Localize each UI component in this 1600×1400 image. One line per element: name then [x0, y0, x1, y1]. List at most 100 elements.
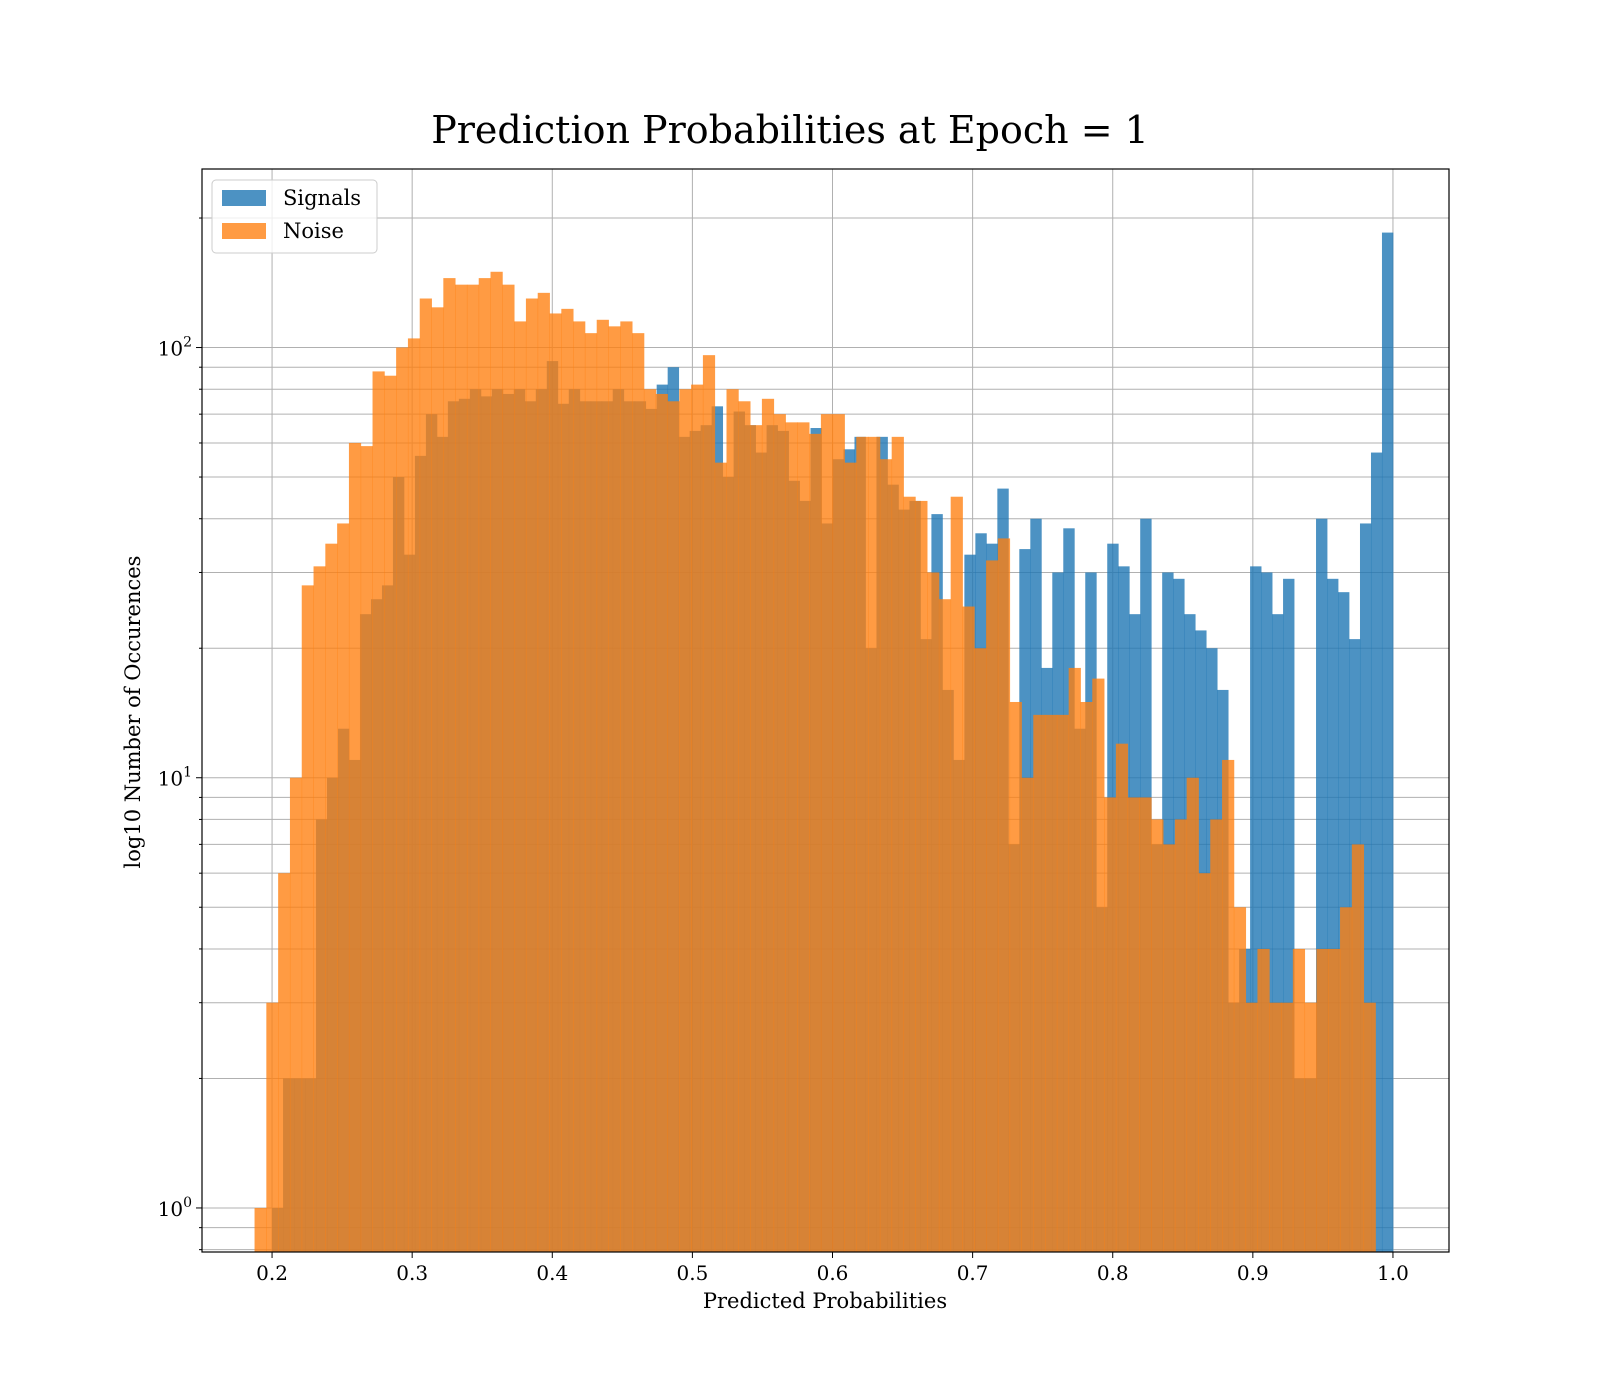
histogram-bar	[844, 462, 857, 1252]
histogram-bar	[1021, 777, 1034, 1252]
y-tick-exponent: 0	[183, 1195, 192, 1211]
histogram-bar	[1316, 518, 1328, 1252]
histogram-bar	[549, 313, 562, 1252]
histogram-bar	[820, 414, 834, 1252]
histogram-bar	[561, 308, 574, 1252]
histogram-bar	[289, 777, 303, 1252]
noise-bars	[254, 271, 1376, 1253]
plot-frame	[201, 168, 1450, 1253]
histogram-bar	[360, 446, 373, 1253]
y-tick-exponent: 1	[183, 765, 192, 781]
legend-label-noise: Noise	[283, 219, 344, 243]
histogram-bar	[608, 326, 621, 1253]
histogram-bar	[1370, 452, 1383, 1252]
histogram-bar	[938, 599, 952, 1252]
histogram-bar	[927, 572, 940, 1252]
histogram-bar	[337, 523, 350, 1252]
histogram-bar	[573, 321, 586, 1252]
histogram-bar	[1292, 948, 1306, 1252]
x-tick-label: 0.4	[536, 1261, 568, 1285]
histogram-bar	[832, 414, 845, 1252]
histogram-bar	[891, 436, 904, 1252]
histogram-bar	[1233, 907, 1247, 1252]
histogram-bar	[502, 284, 515, 1253]
x-tick-label: 0.5	[676, 1261, 708, 1285]
x-tick-label: 0.3	[396, 1261, 428, 1285]
legend-swatch-signals	[222, 190, 266, 206]
histogram-bar	[1045, 714, 1058, 1252]
histogram-bar	[1198, 873, 1211, 1252]
histogram-bar	[537, 292, 550, 1253]
histogram-bar	[1186, 777, 1199, 1252]
histogram-bar	[1328, 948, 1341, 1252]
histogram-bar	[655, 393, 668, 1252]
histogram-bar	[1359, 523, 1372, 1252]
legend-label-signals: Signals	[283, 186, 361, 210]
histogram-bar	[986, 560, 999, 1252]
histogram-bar	[384, 375, 397, 1252]
histogram-bar	[1281, 1002, 1294, 1252]
histogram-bar	[679, 389, 692, 1253]
y-tick-exponent: 2	[183, 335, 192, 351]
histogram-bar	[1269, 1002, 1282, 1252]
histogram-bar	[868, 436, 881, 1252]
histogram-bar	[254, 1207, 267, 1252]
x-tick-label: 0.2	[256, 1261, 288, 1285]
histogram-bar	[1115, 743, 1129, 1252]
histogram-bar	[584, 333, 598, 1253]
histogram-bar	[1222, 759, 1235, 1252]
histogram-bar	[1033, 714, 1046, 1252]
histogram-bar	[691, 384, 704, 1252]
histogram-bar	[1381, 232, 1394, 1252]
histogram-bar	[596, 319, 609, 1252]
y-tick-label: 100	[158, 1195, 192, 1221]
histogram-bar	[278, 873, 291, 1252]
chart-title: Prediction Probabilities at Epoch = 1	[431, 108, 1149, 152]
histogram-bar	[761, 398, 775, 1252]
histogram-bar	[1139, 797, 1152, 1252]
histogram-bar	[1245, 1002, 1258, 1252]
histogram-bar	[1327, 578, 1339, 1252]
histogram-bar	[348, 442, 362, 1252]
histogram-bar	[620, 321, 633, 1252]
y-tick-label: 101	[158, 765, 192, 791]
histogram-bar	[915, 500, 928, 1252]
histogram-bar	[903, 496, 916, 1252]
histogram-bar	[1127, 797, 1140, 1252]
histogram-bar	[431, 307, 444, 1253]
histogram-bar	[1210, 819, 1223, 1252]
histogram-bar	[266, 1002, 279, 1252]
histogram-bar	[785, 422, 798, 1252]
histogram-bar	[1068, 667, 1081, 1252]
histogram-bar	[1104, 797, 1117, 1252]
x-tick-label: 0.6	[817, 1261, 849, 1285]
histogram-bar	[974, 648, 987, 1252]
histogram-bar	[714, 462, 727, 1252]
histogram-bar	[301, 585, 314, 1252]
histogram-bar	[797, 422, 810, 1252]
histogram-bar	[466, 284, 480, 1253]
histogram-bar	[667, 401, 680, 1252]
histogram-bar	[1151, 819, 1164, 1252]
histogram-bar	[632, 333, 645, 1253]
histogram-bar	[773, 414, 786, 1252]
y-tick-base: 10	[158, 1197, 183, 1221]
x-tick-label: 0.8	[1097, 1261, 1129, 1285]
histogram-bar	[997, 538, 1011, 1252]
legend-swatch-noise	[222, 223, 266, 239]
histogram-bar	[962, 606, 975, 1252]
x-tick-label: 1.0	[1377, 1261, 1409, 1285]
histogram-bar	[643, 389, 657, 1253]
histogram-bar	[1363, 1002, 1376, 1252]
histogram-bar	[738, 401, 751, 1252]
histogram-bar	[372, 371, 385, 1252]
y-tick-label: 102	[158, 335, 192, 361]
x-axis-label: Predicted Probabilities	[703, 1289, 947, 1313]
histogram-bar	[1257, 948, 1270, 1252]
histogram-bar	[419, 298, 432, 1253]
histogram-bar	[1080, 701, 1093, 1252]
histogram-bar	[313, 566, 326, 1252]
histogram-bar	[1174, 819, 1188, 1252]
